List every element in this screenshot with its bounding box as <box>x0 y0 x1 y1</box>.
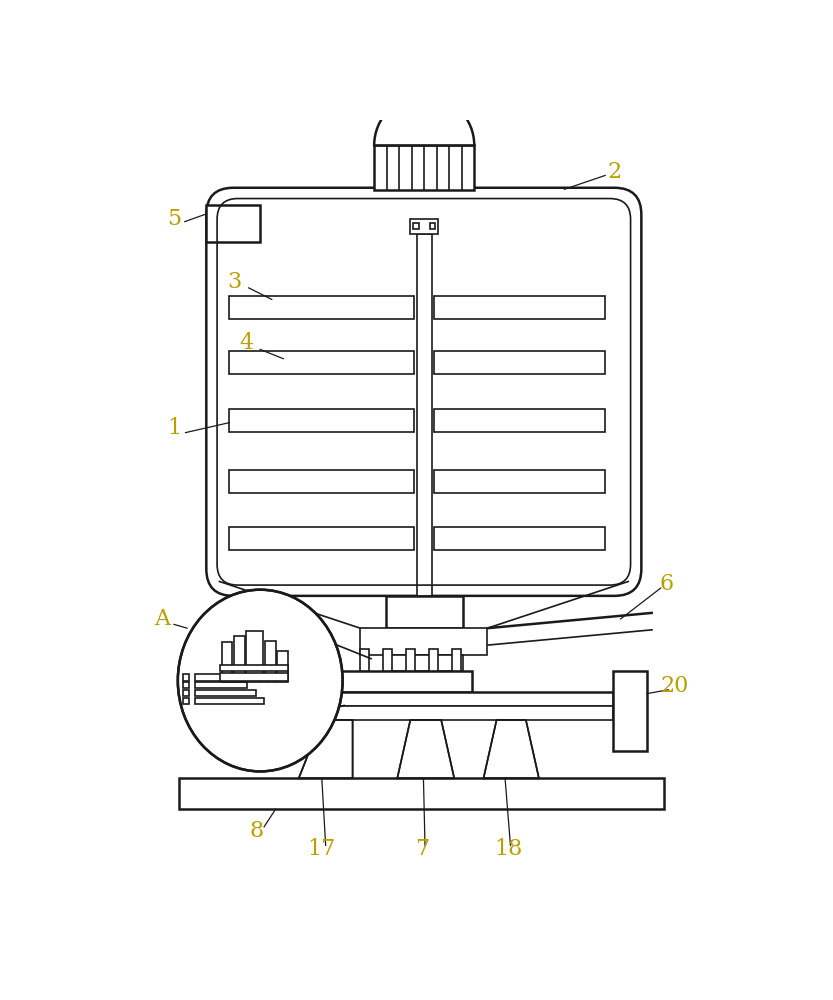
Bar <box>229 409 414 432</box>
Bar <box>430 223 435 229</box>
Bar <box>434 351 605 374</box>
Text: 1: 1 <box>167 417 181 439</box>
Bar <box>195 682 247 688</box>
Text: 2: 2 <box>607 161 621 183</box>
Text: 4: 4 <box>239 332 253 354</box>
Bar <box>434 527 605 550</box>
Bar <box>183 682 189 688</box>
Polygon shape <box>483 720 539 778</box>
Text: 7: 7 <box>415 838 429 860</box>
Text: 6: 6 <box>660 573 674 595</box>
Bar <box>406 649 415 671</box>
Bar <box>413 223 419 229</box>
Bar <box>236 692 613 706</box>
Bar <box>452 649 461 671</box>
Bar <box>434 296 605 319</box>
Bar <box>179 778 665 809</box>
Text: 20: 20 <box>661 675 689 697</box>
Bar <box>386 655 462 671</box>
Bar <box>229 527 414 550</box>
Bar <box>183 698 189 704</box>
Bar <box>220 665 288 671</box>
Bar <box>229 470 414 493</box>
Bar <box>360 649 369 671</box>
Bar <box>229 296 414 319</box>
Bar <box>236 706 613 720</box>
Text: 18: 18 <box>495 838 523 860</box>
Wedge shape <box>374 95 474 145</box>
Bar <box>229 351 414 374</box>
Bar <box>416 234 432 596</box>
Bar <box>434 470 605 493</box>
Bar <box>183 690 189 696</box>
Bar <box>234 636 245 682</box>
Bar <box>183 674 189 681</box>
Bar <box>429 649 438 671</box>
Bar <box>411 219 438 234</box>
Bar <box>295 671 472 692</box>
Bar <box>195 674 238 681</box>
Bar <box>195 698 264 704</box>
Bar <box>277 651 288 682</box>
Text: A: A <box>153 608 170 630</box>
Bar <box>613 671 646 751</box>
Bar <box>207 205 260 242</box>
Ellipse shape <box>177 590 342 771</box>
Polygon shape <box>299 720 352 778</box>
Bar <box>374 145 474 190</box>
Text: 5: 5 <box>167 208 181 230</box>
Text: 3: 3 <box>227 271 242 293</box>
Bar <box>220 673 288 681</box>
Bar <box>434 409 605 432</box>
Text: 8: 8 <box>249 820 263 842</box>
Text: 17: 17 <box>307 838 336 860</box>
FancyBboxPatch shape <box>207 188 641 596</box>
Bar <box>247 631 263 682</box>
Bar <box>361 628 487 655</box>
Bar <box>386 596 462 628</box>
Polygon shape <box>397 720 454 778</box>
Bar <box>222 642 232 682</box>
Bar <box>195 690 257 696</box>
Bar <box>382 649 392 671</box>
Bar <box>265 641 276 682</box>
